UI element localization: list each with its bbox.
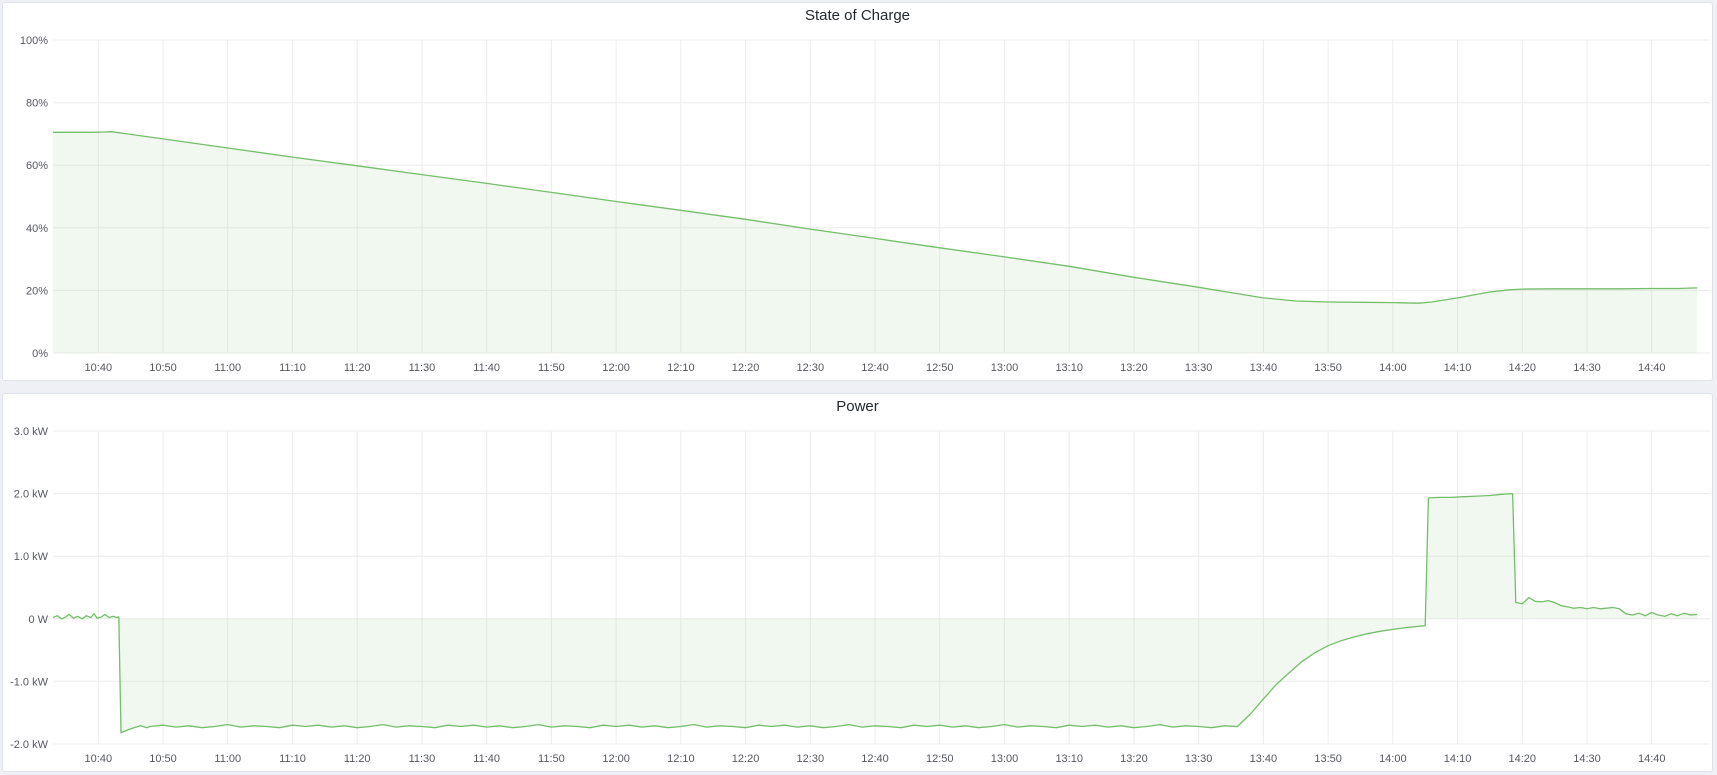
- x-tick-label: 12:40: [861, 362, 889, 374]
- y-tick-label: 3.0 kW: [14, 426, 49, 438]
- y-tick-label: 1.0 kW: [14, 551, 49, 563]
- x-tick-label: 12:20: [732, 362, 760, 374]
- x-tick-label: 12:30: [797, 362, 825, 374]
- x-tick-label: 13:30: [1185, 753, 1213, 765]
- series-fill: [53, 493, 1698, 733]
- x-tick-label: 10:50: [149, 362, 177, 374]
- panel-header-state-of-charge[interactable]: State of Charge: [3, 3, 1712, 29]
- x-tick-label: 10:40: [85, 753, 113, 765]
- panel-title-state-of-charge: State of Charge: [804, 7, 911, 24]
- x-tick-label: 13:00: [991, 753, 1019, 765]
- y-tick-label: 0%: [32, 348, 48, 360]
- x-tick-label: 14:40: [1638, 753, 1666, 765]
- x-tick-label: 11:20: [344, 753, 371, 765]
- panel-state-of-charge: State of Charge 0% 20% 40% 60% 80% 100% 10:40 1…: [2, 2, 1713, 381]
- y-tick-label: 80%: [26, 98, 48, 110]
- x-tick-label: 13:20: [1120, 362, 1148, 374]
- x-tick-label: 12:50: [926, 753, 954, 765]
- x-tick-label: 14:00: [1379, 362, 1407, 374]
- power-chart[interactable]: -2.0 kW -1.0 kW 0 W 1.0 kW 2.0 kW 3.0 kW 10:40…: [3, 420, 1712, 772]
- x-tick-label: 12:40: [861, 753, 889, 765]
- x-tick-label: 13:00: [991, 362, 1019, 374]
- x-tick-label: 13:10: [1055, 753, 1083, 765]
- x-tick-label: 12:10: [667, 362, 695, 374]
- x-tick-label: 14:30: [1573, 753, 1601, 765]
- x-tick-label: 11:40: [473, 753, 500, 765]
- x-tick-label: 14:30: [1573, 362, 1601, 374]
- x-tick-label: 14:20: [1509, 753, 1537, 765]
- x-tick-label: 12:10: [667, 753, 695, 765]
- x-tick-label: 12:50: [926, 362, 954, 374]
- power-chart-canvas: -2.0 kW -1.0 kW 0 W 1.0 kW 2.0 kW 3.0 kW 10:40…: [10, 426, 1710, 765]
- y-tick-label: -2.0 kW: [10, 739, 49, 751]
- x-tick-label: 11:20: [344, 362, 371, 374]
- state-of-charge-chart[interactable]: 0% 20% 40% 60% 80% 100% 10:40 10:50 11:00 11:10 11…: [3, 29, 1712, 381]
- x-tick-label: 11:40: [473, 362, 500, 374]
- y-tick-label: 100%: [20, 35, 48, 47]
- y-tick-label: 0 W: [28, 614, 48, 626]
- x-tick-label: 14:10: [1444, 753, 1472, 765]
- x-tick-label: 11:50: [538, 753, 565, 765]
- x-tick-label: 12:30: [797, 753, 825, 765]
- x-tick-label: 12:00: [602, 753, 630, 765]
- y-tick-label: 60%: [26, 160, 48, 172]
- x-tick-label: 10:50: [149, 753, 177, 765]
- x-tick-label: 11:10: [279, 753, 306, 765]
- panel-title-power: Power: [836, 398, 879, 415]
- y-tick-label: 40%: [26, 223, 48, 235]
- x-tick-label: 13:50: [1314, 753, 1342, 765]
- x-tick-label: 14:40: [1638, 362, 1666, 374]
- x-tick-label: 14:00: [1379, 753, 1407, 765]
- x-tick-label: 13:30: [1185, 362, 1213, 374]
- series-fill: [53, 131, 1698, 353]
- x-tick-label: 12:00: [602, 362, 630, 374]
- x-tick-label: 13:20: [1120, 753, 1148, 765]
- panel-header-power[interactable]: Power: [3, 394, 1712, 420]
- x-tick-label: 13:50: [1314, 362, 1342, 374]
- panel-power: Power -2.0 kW -1.0 kW 0 W 1.0 kW 2.0 kW 3.0 k…: [2, 393, 1713, 772]
- series-line: [53, 131, 1698, 304]
- x-tick-label: 11:30: [409, 362, 436, 374]
- x-tick-label: 13:40: [1250, 362, 1278, 374]
- x-tick-label: 14:20: [1509, 362, 1537, 374]
- series-line: [52, 492, 1698, 734]
- x-tick-label: 10:40: [85, 362, 113, 374]
- y-tick-label: -1.0 kW: [10, 676, 49, 688]
- x-tick-label: 13:40: [1250, 753, 1278, 765]
- x-tick-label: 13:10: [1055, 362, 1083, 374]
- x-tick-label: 11:30: [409, 753, 436, 765]
- x-tick-label: 11:00: [214, 753, 241, 765]
- y-tick-label: 20%: [26, 285, 48, 297]
- x-tick-label: 11:50: [538, 362, 565, 374]
- x-tick-label: 12:20: [732, 753, 760, 765]
- y-tick-label: 2.0 kW: [14, 489, 49, 501]
- x-tick-label: 14:10: [1444, 362, 1472, 374]
- x-tick-label: 11:10: [279, 362, 306, 374]
- state-of-charge-chart-canvas: 0% 20% 40% 60% 80% 100% 10:40 10:50 11:00 11:10 11…: [20, 35, 1710, 374]
- x-tick-label: 11:00: [214, 362, 241, 374]
